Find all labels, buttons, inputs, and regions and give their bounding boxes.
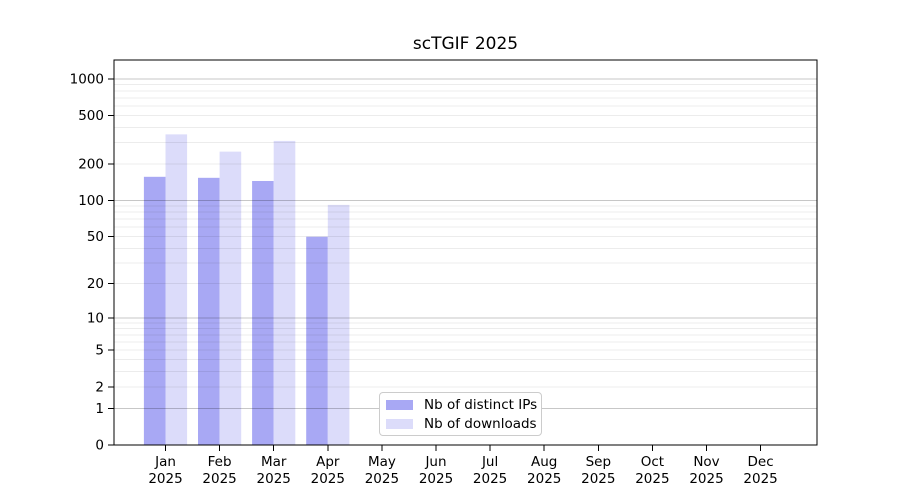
x-tick-label-year: 2025: [365, 471, 399, 487]
bar-downloads-1: [165, 134, 188, 445]
x-tick-label-year: 2025: [473, 471, 507, 487]
x-tick-label-year: 2025: [148, 471, 182, 487]
legend-item-downloads: Nb of downloads: [386, 414, 541, 433]
y-tick-label: 10: [87, 310, 104, 326]
x-tick-label-year: 2025: [257, 471, 291, 487]
y-tick-label: 5: [95, 343, 104, 359]
plot-frame: [113, 59, 818, 446]
bar-distinct-ips-3: [252, 180, 274, 445]
y-tick-label: 1: [95, 401, 104, 417]
bar-downloads-4: [327, 204, 350, 445]
x-tick-label-month: Dec: [748, 454, 774, 470]
bar-distinct-ips-1: [143, 176, 166, 445]
y-tick-label: 100: [78, 193, 104, 209]
y-tick-label: 0: [95, 438, 104, 454]
y-tick-label: 200: [78, 157, 104, 173]
bar-distinct-ips-4: [306, 236, 328, 445]
x-tick-label-month: Sep: [586, 454, 611, 470]
x-tick-label-year: 2025: [419, 471, 453, 487]
x-tick-label-year: 2025: [743, 471, 777, 487]
x-tick-label-year: 2025: [527, 471, 561, 487]
legend-label-downloads: Nb of downloads: [424, 415, 537, 432]
x-tick-label-year: 2025: [311, 471, 345, 487]
bar-distinct-ips-2: [198, 177, 220, 446]
x-tick-label-month: Mar: [261, 454, 287, 470]
x-tick-label-month: Oct: [641, 454, 664, 470]
bar-downloads-2: [219, 151, 242, 446]
x-tick-label-year: 2025: [689, 471, 723, 487]
x-tick-label-month: Apr: [316, 454, 340, 470]
y-tick-label: 1000: [70, 72, 104, 88]
bar-downloads-3: [273, 140, 296, 445]
legend-label-distinct-ips: Nb of distinct IPs: [424, 396, 538, 413]
y-tick-label: 2: [95, 379, 104, 395]
x-tick-label-month: Feb: [208, 454, 232, 470]
x-tick-label-year: 2025: [581, 471, 615, 487]
legend-item-distinct-ips: Nb of distinct IPs: [386, 395, 541, 414]
y-tick-label: 20: [87, 276, 104, 292]
legend: Nb of distinct IPs Nb of downloads: [379, 392, 542, 436]
x-tick-label-month: May: [368, 454, 396, 470]
x-tick-label-month: Jul: [481, 454, 498, 470]
x-tick-label-year: 2025: [202, 471, 236, 487]
chart-title: scTGIF 2025: [412, 34, 519, 54]
x-tick-label-month: Nov: [693, 454, 719, 470]
x-tick-label-year: 2025: [635, 471, 669, 487]
x-tick-label-month: Jun: [424, 454, 446, 470]
x-tick-label-month: Aug: [531, 454, 557, 470]
legend-swatch-distinct-ips-icon: [386, 399, 413, 410]
x-tick-label-month: Jan: [154, 454, 176, 470]
y-tick-label: 500: [78, 108, 104, 124]
legend-swatch-downloads-icon: [386, 418, 413, 429]
y-tick-label: 50: [87, 229, 104, 245]
